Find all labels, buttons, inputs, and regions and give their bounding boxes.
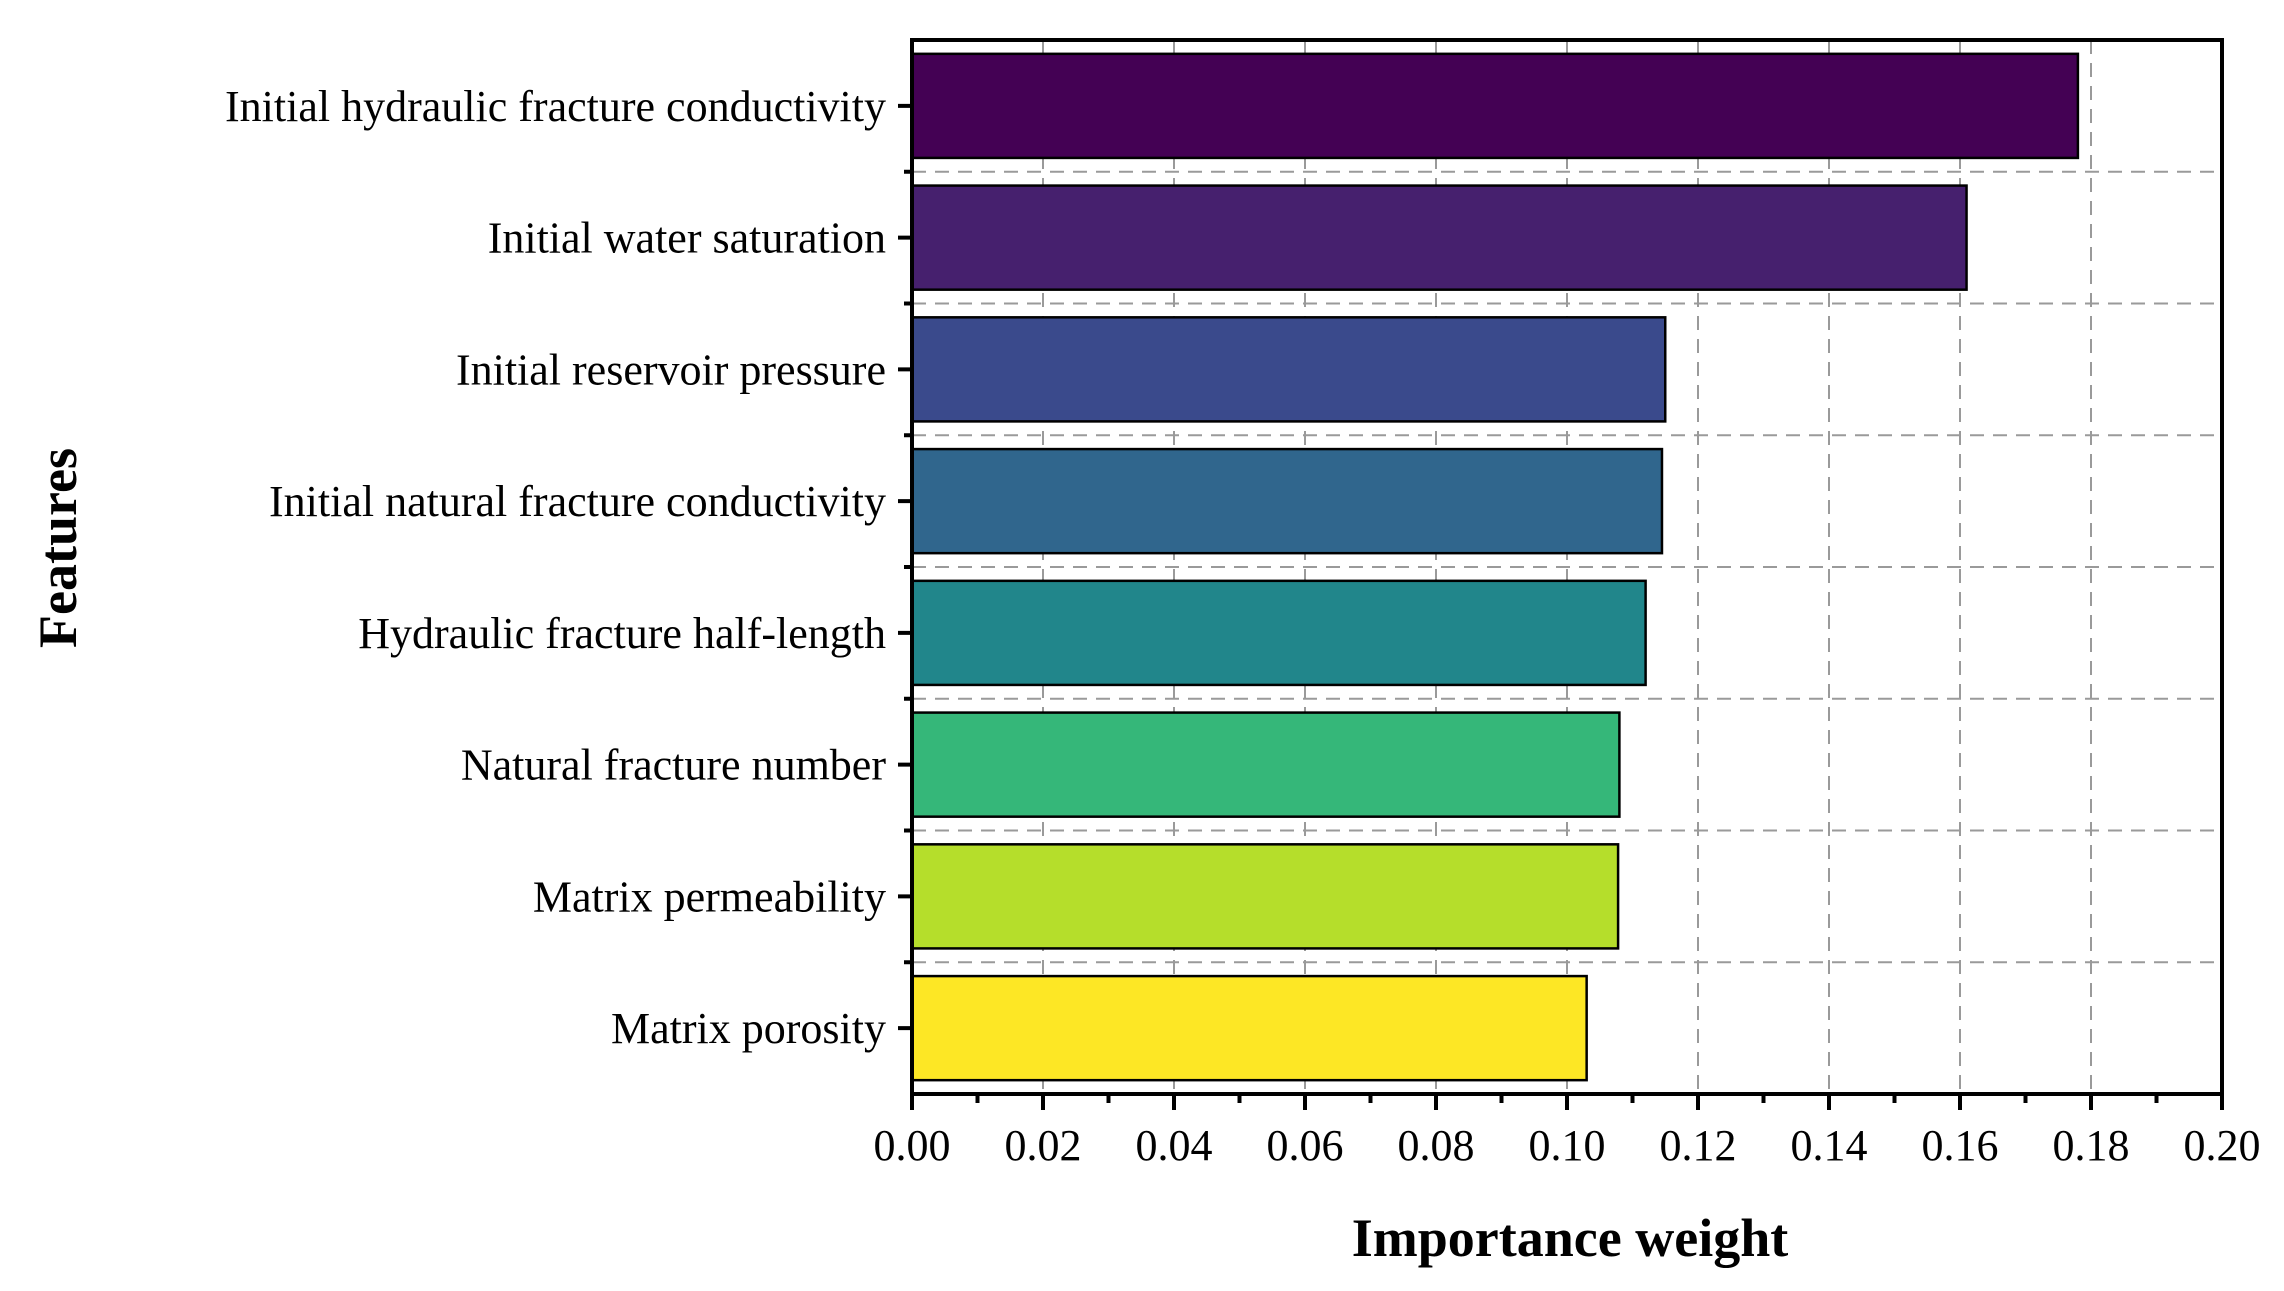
x-tick-label: 0.12 <box>1660 1121 1737 1170</box>
bar-hydraulic-fracture-half-length <box>910 579 1647 687</box>
x-tick-label: 0.18 <box>2053 1121 2130 1170</box>
bar-matrix-permeability <box>910 843 1620 950</box>
x-axis-title: Importance weight <box>1352 1208 1788 1268</box>
category-label: Matrix porosity <box>611 1004 886 1053</box>
x-tick-label: 0.04 <box>1136 1121 1213 1170</box>
category-label: Hydraulic fracture half-length <box>358 609 886 658</box>
x-tick-label: 0.20 <box>2184 1121 2261 1170</box>
x-tick-label: 0.00 <box>874 1121 951 1170</box>
category-label: Initial reservoir pressure <box>456 345 886 394</box>
y-axis-title: Features <box>28 448 88 648</box>
x-tick-label: 0.14 <box>1791 1121 1868 1170</box>
x-tick-label: 0.02 <box>1005 1121 1082 1170</box>
x-tick-label: 0.16 <box>1922 1121 1999 1170</box>
category-label: Matrix permeability <box>533 872 886 921</box>
labels: Initial hydraulic fracture conductivity I… <box>225 82 2260 1170</box>
axes <box>898 38 2224 1110</box>
bar-initial-reservoir-pressure <box>910 316 1667 423</box>
category-label: Initial natural fracture conductivity <box>269 477 886 526</box>
bar-natural-fracture-number <box>910 711 1621 818</box>
bar-matrix-porosity <box>910 974 1588 1082</box>
bar-initial-hydraulic-fracture-conductivity <box>910 52 2080 160</box>
category-label: Natural fracture number <box>461 741 886 790</box>
x-tick-label: 0.10 <box>1529 1121 1606 1170</box>
bar-initial-natural-fracture-conductivity <box>910 447 1664 555</box>
bar-initial-water-saturation <box>910 184 1968 291</box>
bars <box>910 52 2080 1082</box>
x-tick-label: 0.08 <box>1398 1121 1475 1170</box>
category-label: Initial hydraulic fracture conductivity <box>225 82 886 131</box>
x-tick-label: 0.06 <box>1267 1121 1344 1170</box>
category-label: Initial water saturation <box>488 214 886 263</box>
